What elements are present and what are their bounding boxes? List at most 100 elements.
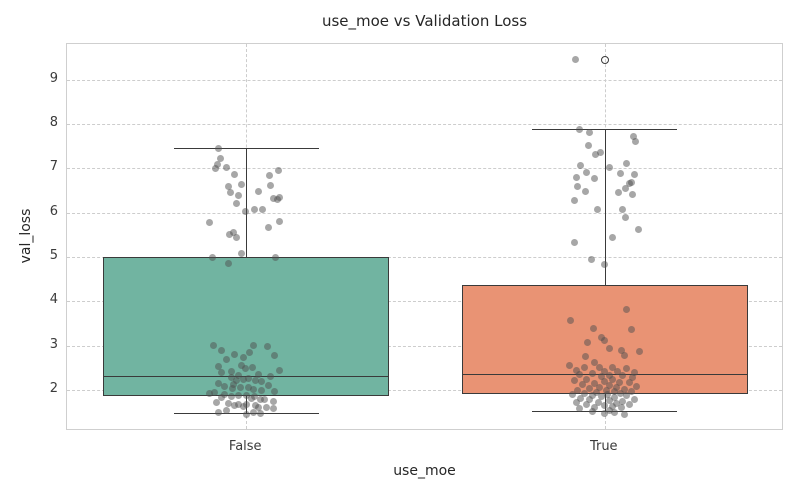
data-point (224, 260, 232, 268)
data-point (205, 390, 213, 398)
data-point (586, 385, 594, 393)
data-point (595, 399, 603, 407)
data-point (589, 407, 597, 415)
data-point (586, 128, 594, 136)
data-point (591, 403, 599, 411)
data-point (209, 342, 217, 350)
data-point (617, 169, 625, 177)
data-point (264, 382, 272, 390)
y-tick-label: 8 (49, 114, 58, 130)
data-point (589, 369, 597, 377)
data-point (214, 144, 222, 152)
data-point (576, 405, 584, 413)
data-point (236, 384, 244, 392)
y-axis-label: val_loss (18, 208, 34, 264)
data-point (623, 392, 631, 400)
data-point (266, 373, 274, 381)
data-point (234, 191, 242, 199)
data-point (630, 132, 638, 140)
data-point (614, 368, 622, 376)
data-point (242, 411, 250, 419)
data-point (571, 196, 579, 204)
y-tick-label: 5 (49, 248, 58, 264)
data-point (622, 185, 630, 193)
data-point (573, 173, 581, 181)
data-point (269, 194, 277, 202)
data-point (569, 391, 577, 399)
data-point (234, 372, 242, 380)
data-point (567, 316, 575, 324)
data-point (573, 398, 581, 406)
data-point (232, 199, 240, 207)
data-point (601, 409, 609, 417)
data-point (626, 180, 634, 188)
box-false (103, 257, 390, 396)
data-point (611, 394, 619, 402)
data-point (626, 379, 634, 387)
upper-whisker-cap (173, 148, 319, 150)
data-point (213, 161, 221, 169)
data-point (242, 392, 250, 400)
data-point (576, 371, 584, 379)
data-point (226, 189, 234, 197)
data-point (237, 180, 245, 188)
data-point (208, 253, 216, 261)
data-point (574, 386, 582, 394)
data-point (250, 205, 258, 213)
data-point (589, 391, 597, 399)
data-point (609, 376, 617, 384)
data-point (606, 406, 614, 414)
data-point (225, 231, 233, 239)
data-point (609, 403, 617, 411)
data-point (257, 386, 265, 394)
data-point (260, 396, 268, 404)
y-gridline (67, 123, 782, 125)
data-point (573, 366, 581, 374)
data-point (251, 377, 259, 385)
data-point (237, 362, 245, 370)
data-point (581, 363, 589, 371)
data-point (572, 56, 580, 64)
data-point (269, 397, 277, 405)
data-point (244, 374, 252, 382)
data-point (230, 351, 238, 359)
data-point (628, 325, 636, 333)
data-point (247, 394, 255, 402)
data-point (574, 182, 582, 190)
data-point (598, 373, 606, 381)
data-point (591, 175, 599, 183)
x-tick-label-false: False (228, 439, 262, 454)
data-point (230, 171, 238, 179)
data-point (274, 166, 282, 174)
data-point (264, 223, 272, 231)
data-point (597, 148, 605, 156)
data-point (615, 188, 623, 196)
data-point (611, 387, 619, 395)
data-point (257, 377, 265, 385)
upper-whisker-line (246, 148, 248, 257)
data-point (623, 160, 631, 168)
data-point (241, 207, 249, 215)
data-point (596, 383, 604, 391)
data-point (623, 365, 631, 373)
data-point (581, 389, 589, 397)
data-point (270, 387, 278, 395)
data-point (571, 376, 579, 384)
data-point (214, 380, 222, 387)
data-point (270, 352, 278, 360)
data-point (586, 396, 594, 404)
data-point (214, 363, 222, 371)
data-point (583, 401, 591, 409)
data-point (618, 404, 626, 412)
y-tick-label: 4 (49, 292, 58, 308)
data-point (217, 369, 225, 377)
data-point (631, 368, 639, 376)
data-point (585, 141, 593, 149)
data-point (631, 170, 639, 178)
data-point (623, 305, 631, 313)
data-point (611, 408, 619, 416)
data-point (604, 391, 612, 399)
data-point (271, 253, 279, 261)
data-point (618, 347, 626, 355)
data-point (230, 402, 238, 410)
